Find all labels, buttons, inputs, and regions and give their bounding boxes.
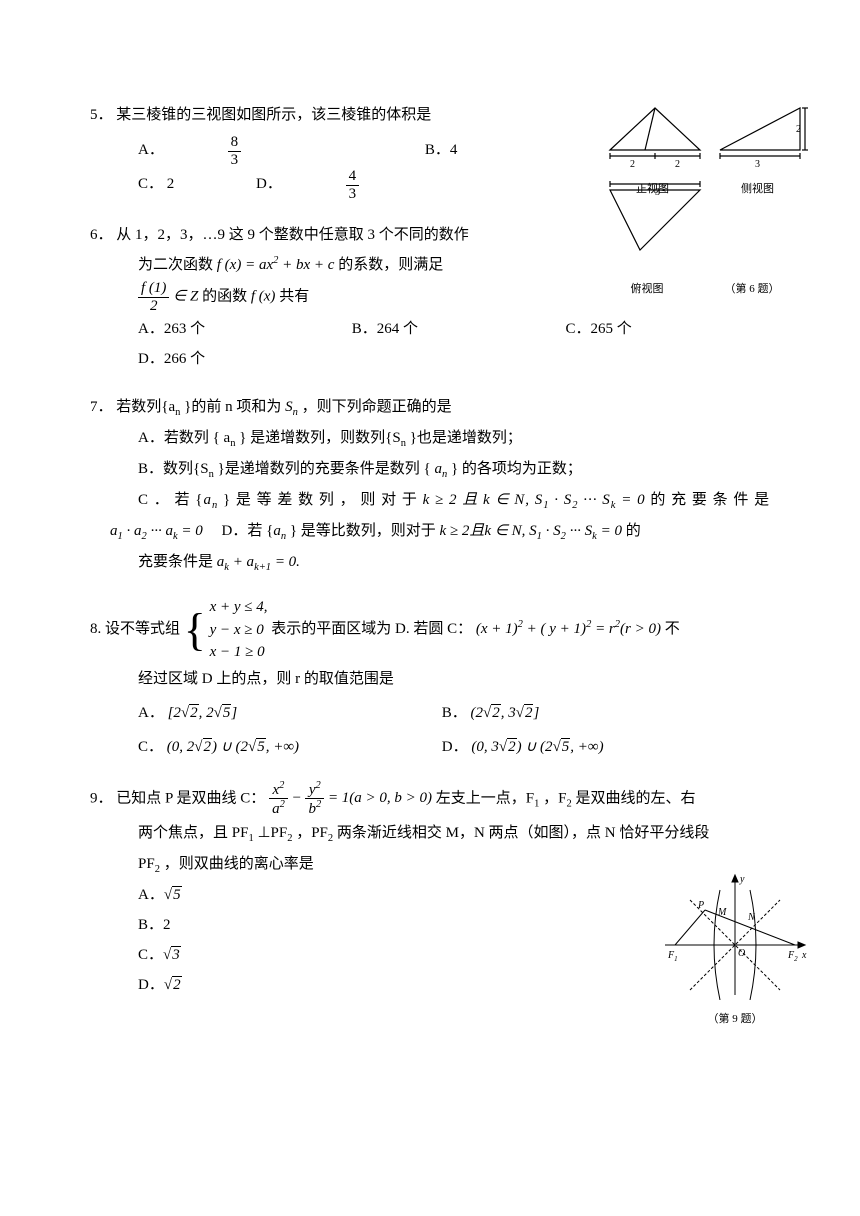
fig-side-label: 侧视图 <box>741 178 774 200</box>
q8-optC: C． (0, 22) ∪ (25, +∞) <box>138 732 438 762</box>
svg-text:y: y <box>739 874 745 885</box>
svg-text:3: 3 <box>755 159 760 170</box>
svg-text:x: x <box>801 950 807 961</box>
svg-text:N: N <box>747 912 756 923</box>
q5-optD: D． 43 <box>256 168 479 202</box>
question-9: x y P M N F1 F2 O （第 9 题） 9． 已知点 P 是双曲线 … <box>90 780 800 1000</box>
svg-text:P: P <box>697 900 704 911</box>
q5-optA: A． 83 <box>138 134 361 168</box>
q5-text: 某三棱锥的三视图如图所示，该三棱锥的体积是 <box>116 107 431 123</box>
question-5: 2 2 3 2 3 正视图 侧视图 俯视图 （第 6 题） 5． 某三棱锥的三视… <box>90 100 800 202</box>
q8-optA: A． [22, 25] <box>138 698 438 728</box>
q6-text1: 从 1，2，3，…9 这 9 个整数中任意取 3 个不同的数作 <box>116 227 469 243</box>
q8-optB: B． (22, 32] <box>442 698 742 728</box>
hyperbola-diagram: x y P M N F1 F2 O <box>660 870 810 1000</box>
svg-text:O: O <box>738 948 745 959</box>
svg-text:2: 2 <box>796 124 801 135</box>
q7-number: 7． <box>90 399 113 415</box>
q9-number: 9． <box>90 790 113 806</box>
q8-number: 8. <box>90 621 105 637</box>
q9-fig-caption: （第 9 题） <box>660 1008 810 1030</box>
q5-number: 5． <box>90 107 113 123</box>
svg-text:F1: F1 <box>667 950 678 963</box>
q6-optB: B．264 个 <box>352 314 502 344</box>
question-6: 6． 从 1，2，3，…9 这 9 个整数中任意取 3 个不同的数作 为二次函数… <box>90 220 800 374</box>
q7-optC: C ． 若 {an } 是 等 差 数 列 ， 则 对 于 k ≥ 2 且 k … <box>90 485 800 516</box>
q5-optC: C． 2 <box>138 169 174 199</box>
svg-text:2: 2 <box>675 159 680 170</box>
svg-text:2: 2 <box>630 159 635 170</box>
q7-optA: A．若数列 { an } 是递增数列，则数列{Sn }也是递增数列； <box>90 423 800 454</box>
q6-number: 6． <box>90 227 113 243</box>
question-8: 8. 设不等式组 { x + y ≤ 4, y − x ≥ 0 x − 1 ≥ … <box>90 596 800 762</box>
q7-optB: B．数列{Sn }是递增数列的充要条件是数列 { an } 的各项均为正数； <box>90 454 800 485</box>
svg-text:M: M <box>717 907 727 918</box>
q5-optB: B．4 <box>425 135 458 165</box>
fig-front-label: 正视图 <box>636 178 669 200</box>
q7-optC-line2: a1 · a2 ··· ak = 0 D．若 {an } 是等比数列，则对于 k… <box>90 516 800 547</box>
q8-line2: 经过区域 D 上的点，则 r 的取值范围是 <box>90 664 800 694</box>
question-7: 7． 若数列{an }的前 n 项和为 Sn ，则下列命题正确的是 A．若数列 … <box>90 392 800 578</box>
q6-optA: A．263 个 <box>138 314 288 344</box>
q7-optD: D．若 {an } 是等比数列，则对于 k ≥ 2且k ∈ N, S1 · S2… <box>222 523 641 539</box>
q7-optD-line2: 充要条件是 ak + ak+1 = 0. <box>90 547 800 578</box>
q9-figure: x y P M N F1 F2 O （第 9 题） <box>660 870 810 1030</box>
svg-text:F2: F2 <box>787 950 798 963</box>
q6-optD: D．266 个 <box>138 344 288 374</box>
q6-optC: C．265 个 <box>566 314 716 344</box>
q8-optD: D． (0, 32) ∪ (25, +∞) <box>442 732 742 762</box>
brace-icon: { <box>184 607 206 653</box>
